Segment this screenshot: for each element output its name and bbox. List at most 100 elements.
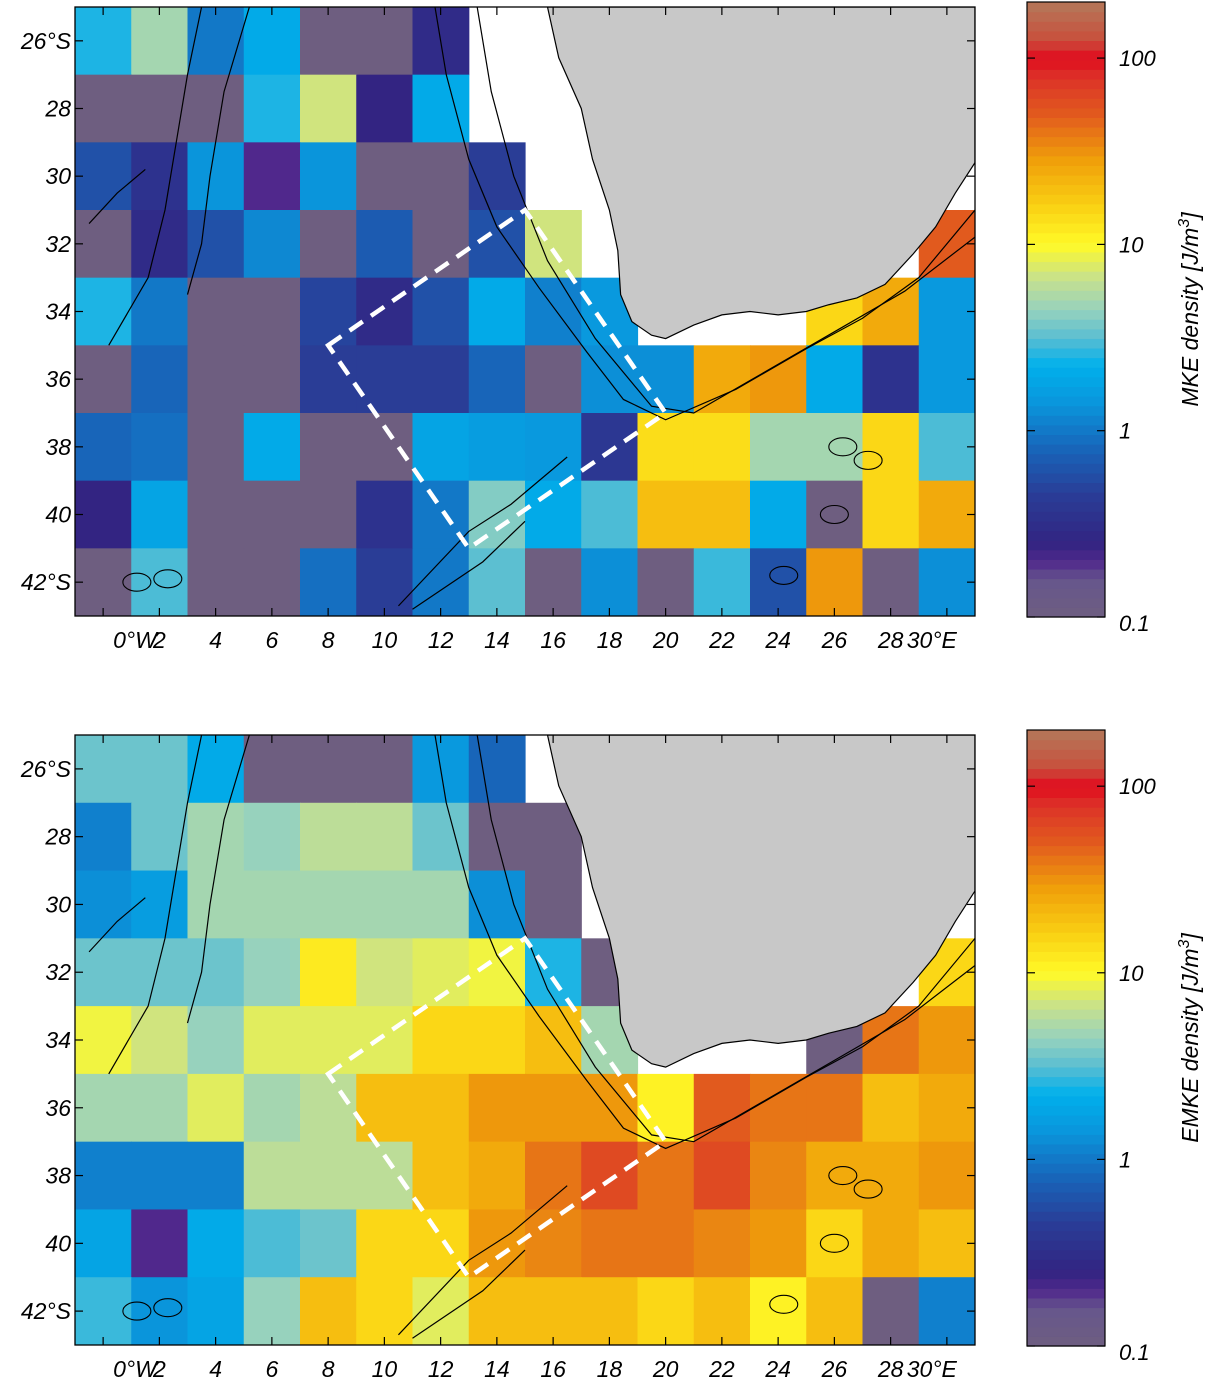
heatmap-cell (187, 1209, 245, 1278)
heatmap-cell (468, 1209, 526, 1278)
colorbar-band (1027, 578, 1105, 589)
heatmap-cell (243, 7, 301, 76)
heatmap-cell (468, 345, 526, 414)
heatmap-cell (75, 142, 132, 211)
heatmap-cell (187, 210, 245, 279)
colorbar-band (1027, 1288, 1105, 1299)
bathymetry-contour (434, 7, 975, 421)
colorbar-band (1027, 1182, 1105, 1193)
colorbar-band (1027, 126, 1105, 138)
colorbar-band (1027, 347, 1105, 359)
heatmap-cell (468, 210, 526, 279)
colorbar-band (1027, 1086, 1105, 1097)
heatmap-cell (243, 210, 301, 279)
heatmap-cell (75, 938, 132, 1007)
heatmap-cell (468, 735, 526, 804)
colorbar-band (1027, 549, 1105, 560)
colorbar-band (1027, 203, 1105, 215)
colorbar-band (1027, 941, 1105, 952)
heatmap-cell (693, 548, 751, 616)
colorbar-band (1027, 530, 1105, 541)
bathymetry-contour (108, 735, 203, 1075)
colorbar-band (1027, 778, 1105, 789)
heatmap-cell (637, 1073, 695, 1143)
seamount-contour (122, 1301, 152, 1321)
x-tick-label: 14 (484, 1356, 510, 1382)
heatmap-cell (862, 1209, 920, 1278)
colorbar-tick-label: 1 (1119, 1147, 1131, 1172)
colorbar-band (1027, 1134, 1105, 1145)
bathymetry-contour (412, 520, 526, 610)
heatmap-cell (300, 1073, 357, 1143)
x-tick-label: 16 (540, 1356, 566, 1382)
heatmap-cell (356, 735, 414, 804)
heatmap-cell (356, 345, 414, 414)
colorbar-band (1027, 463, 1105, 474)
colorbar-band (1027, 730, 1105, 741)
heatmap-cell (918, 548, 975, 616)
colorbar-band (1027, 1240, 1105, 1251)
heatmap-cell (468, 480, 526, 549)
colorbar-band (1027, 482, 1105, 493)
heatmap-cell (300, 480, 357, 549)
colorbar-band (1027, 1297, 1105, 1309)
heatmap-cell (131, 345, 189, 414)
x-tick-label: 26 (821, 627, 848, 653)
colorbar-band (1027, 1336, 1105, 1347)
heatmap-cell (356, 413, 414, 482)
y-tick-label: 28 (44, 824, 71, 850)
heatmap-cell (750, 1277, 807, 1345)
heatmap-cell (750, 548, 807, 616)
colorbar: 0.1 1 10 100 EMKE density [J/m3] (1026, 729, 1203, 1365)
colorbar-band (1027, 194, 1105, 205)
x-tick-label: 18 (597, 1356, 623, 1382)
heatmap-cell (75, 7, 132, 76)
colorbar-band (1027, 1259, 1105, 1270)
heatmap-cell (356, 1073, 414, 1143)
colorbar-band (1027, 1172, 1105, 1183)
colorbar-band (1027, 280, 1105, 291)
colorbar-band (1027, 1201, 1105, 1212)
heatmap-cell (918, 480, 975, 549)
heatmap-cell (412, 1277, 470, 1345)
heatmap-cell (187, 548, 245, 616)
colorbar-band (1027, 405, 1105, 416)
x-tick-label: 28 (877, 1356, 904, 1382)
heatmap-cell (412, 345, 470, 414)
colorbar-band (1027, 117, 1105, 128)
heatmap-cell (187, 74, 245, 143)
y-tick-label: 32 (45, 959, 71, 985)
colorbar-band (1027, 146, 1105, 157)
heatmap-cell (581, 1209, 639, 1278)
bathymetry-contour (88, 897, 146, 953)
colorbar-title-suffix: ] (1177, 933, 1203, 942)
africa-landmass (546, 735, 975, 1068)
y-tick-label: 34 (45, 1027, 71, 1053)
colorbar-band (1027, 1115, 1105, 1126)
heatmap-cell (468, 870, 526, 939)
colorbar-title-suffix: ] (1177, 212, 1203, 221)
x-tick-label: 2 (152, 627, 166, 653)
heatmap-cell (300, 74, 357, 143)
colorbar-band (1027, 1278, 1105, 1289)
africa-landmass (546, 7, 975, 340)
y-tick-label: 36 (45, 1095, 71, 1121)
y-tick-label: 30 (45, 163, 71, 189)
colorbar-band (1027, 1211, 1105, 1222)
colorbar-band (1027, 453, 1105, 464)
colorbar-band (1027, 223, 1105, 234)
y-tick-label: 32 (45, 231, 71, 257)
heatmap-cell (806, 1141, 864, 1211)
colorbar-band (1027, 501, 1105, 512)
heatmap-cell (918, 1209, 975, 1278)
heatmap-cell (693, 1073, 751, 1143)
x-tick-label: 4 (209, 627, 222, 653)
study-region-outline (324, 935, 669, 1281)
colorbar-band (1027, 174, 1105, 186)
heatmap-cell (131, 142, 189, 211)
heatmap-cell (750, 1073, 807, 1143)
heatmap-cell (806, 1209, 864, 1278)
seamount-contour (769, 1294, 799, 1314)
colorbar-band (1027, 739, 1105, 750)
heatmap-cell (75, 870, 132, 939)
